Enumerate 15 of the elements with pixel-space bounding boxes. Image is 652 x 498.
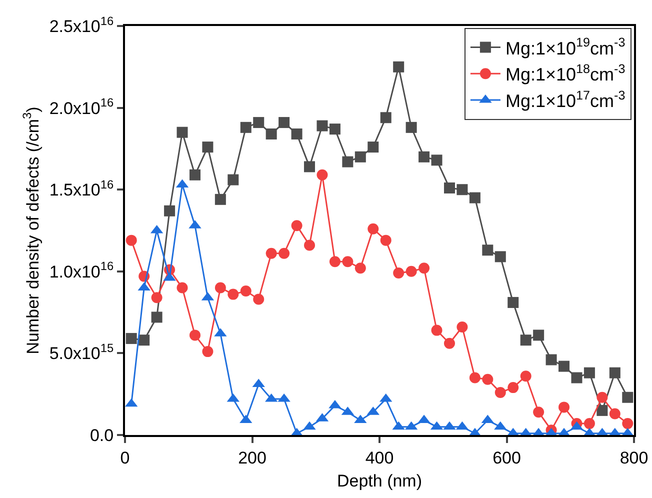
legend-label: Mg:1×10$^{18}$cm$^{-3}$ [505,62,626,85]
y-tick-label: 2.0x10$^{16}$ [49,96,114,118]
y-tick-label: 5.0x10$^{15}$ [49,341,114,364]
y-tick-label: 1.0x10$^{16}$ [49,259,114,282]
x-tick-label: 400 [365,448,394,468]
legend-label: Mg:1×10$^{17}$cm$^{-3}$ [505,88,626,112]
x-tick-label: 0 [120,448,130,468]
legend-label: Mg:1×10$^{19}$cm$^{-3}$ [505,36,626,58]
x-tick-label: 600 [492,448,521,468]
y-tick-label: 1.5x10$^{16}$ [49,177,114,200]
x-tick-label: 200 [238,448,266,468]
y-tick-label: 2.5x10$^{16}$ [49,14,114,36]
x-axis-title: Depth (nm) [336,471,422,490]
y-tick-label: 0.0 [90,426,114,445]
x-tick-label: 800 [620,448,648,468]
